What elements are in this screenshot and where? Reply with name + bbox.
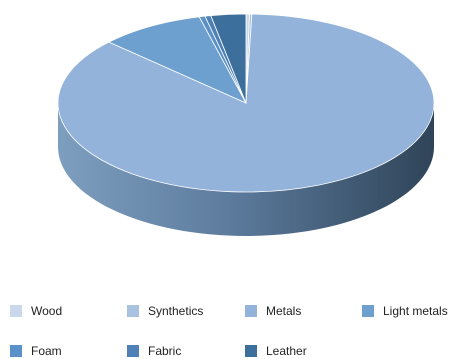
legend-label: Wood (31, 304, 63, 318)
pie-side-wall (58, 103, 434, 236)
legend-swatch (127, 345, 139, 357)
legend-swatch (245, 345, 257, 357)
legend-label: Synthetics (148, 304, 204, 318)
legend-item-synthetics: Synthetics (127, 303, 203, 319)
legend-item-foam: Foam (10, 343, 62, 359)
legend-swatch (362, 305, 374, 317)
legend-item-fabric: Fabric (127, 343, 181, 359)
legend-swatch (10, 345, 22, 357)
legend-label: Fabric (148, 344, 182, 358)
legend-item-leather: Leather (245, 343, 307, 359)
legend-item-wood: Wood (10, 303, 62, 319)
legend-swatch (127, 305, 139, 317)
legend-swatch (10, 305, 22, 317)
legend-swatch (245, 305, 257, 317)
pie-slice-light-metals (108, 16, 247, 104)
pie-slice-leather (210, 13, 247, 104)
legend-label: Leather (266, 344, 307, 358)
legend-item-light-metals: Light metals (362, 303, 448, 319)
legend-label: Foam (31, 344, 62, 358)
legend-label: Light metals (383, 304, 448, 318)
legend-label: Metals (266, 304, 302, 318)
legend-item-metals: Metals (245, 303, 301, 319)
